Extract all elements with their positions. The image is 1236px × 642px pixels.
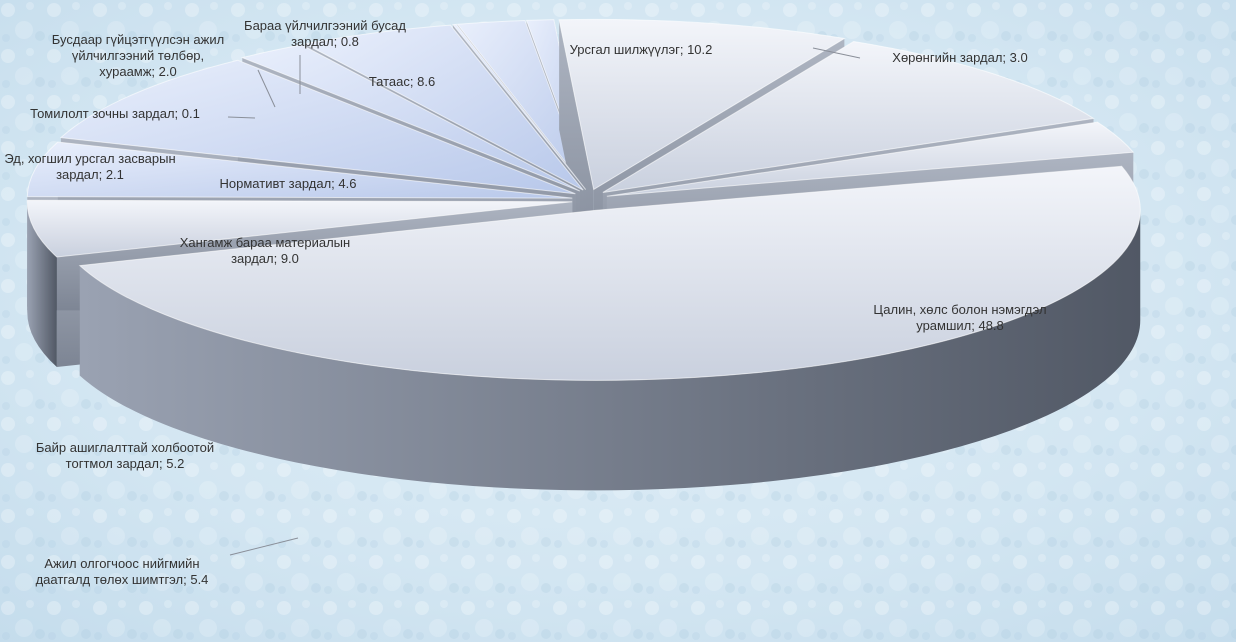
data-label-4-line-2: зардал; 9.0 (231, 251, 299, 266)
data-label-8-line-1: Бусдаар гүйцэтгүүлсэн ажил (52, 32, 224, 47)
data-label-10-line-1: Татаас; 8.6 (369, 74, 435, 89)
data-label-5-line-2: зардал; 2.1 (56, 167, 124, 182)
data-label-6-line-1: Нормативт зардал; 4.6 (220, 176, 357, 191)
data-label-12-line-1: Хөрөнгийн зардал; 3.0 (892, 50, 1027, 65)
data-label-11: Урсгал шилжүүлэг; 10.2 (570, 42, 713, 57)
data-label-2: Ажил олгогчоос нийгмийн даатгалд төлөх ши… (36, 556, 209, 587)
pie-slice-2-side-1 (27, 201, 57, 367)
data-label-11-line-1: Урсгал шилжүүлэг; 10.2 (570, 42, 713, 57)
leader-line-8 (257, 69, 276, 108)
pie-slice-3-top (26, 141, 573, 199)
data-label-8-line-3: хураамж; 2.0 (99, 64, 176, 79)
pie-slice-12-top (606, 121, 1135, 197)
pie-slice-2-top (26, 199, 573, 258)
pie-slice-6-top (303, 24, 584, 191)
data-labels: Цалин, хөлс болон нэмэгдэл урамшил; 48.8 А… (4, 18, 1046, 587)
slices-layer (26, 18, 1141, 491)
pie-slice-11-top (602, 40, 1095, 193)
data-label-1-line-2: урамшил; 48.8 (916, 318, 1004, 333)
data-label-1: Цалин, хөлс болон нэмэгдэл урамшил; 48.8 (873, 302, 1046, 333)
pie-slice-10-top (558, 18, 846, 191)
leader-line-12 (812, 47, 861, 59)
pie-slice-7-top (451, 23, 587, 190)
data-label-2-line-2: даатгалд төлөх шимтгэл; 5.4 (36, 572, 209, 587)
data-label-9: Бараа үйлчилгээний бусад зардал; 0.8 (244, 18, 406, 49)
data-label-8-line-2: үйлчилгээний төлбөр, (72, 48, 204, 63)
data-label-7-line-1: Томилолт зочны зардал; 0.1 (30, 106, 200, 121)
data-label-9-line-1: Бараа үйлчилгээний бусад (244, 18, 406, 33)
data-label-10: Татаас; 8.6 (369, 74, 435, 89)
pie-slice-4-top (59, 59, 576, 195)
data-label-8: Бусдаар гүйцэтгүүлсэн ажил үйлчилгээний т… (52, 32, 224, 79)
data-label-3-line-2: тогтмол зардал; 5.2 (66, 456, 185, 471)
leader-line-2 (229, 537, 299, 556)
leader-lines (227, 47, 861, 556)
pie-slice-8-top (456, 19, 588, 190)
data-label-7: Томилолт зочны зардал; 0.1 (30, 106, 200, 121)
data-label-4-line-1: Хангамж бараа материалын (180, 235, 350, 250)
data-label-3-line-1: Байр ашиглалттай холбоотой (36, 440, 214, 455)
data-label-5-line-1: Эд, хогшил урсгал засварын (4, 151, 175, 166)
pie-slice-1 (78, 165, 1141, 491)
data-label-3: Байр ашиглалттай холбоотой тогтмол зардал… (36, 440, 214, 471)
pie-slice-1-top (78, 165, 1141, 381)
pie-slice-1-side-1 (79, 210, 1141, 491)
pie-slice-5-top (240, 44, 581, 192)
data-label-9-line-2: зардал; 0.8 (291, 34, 359, 49)
data-label-6: Нормативт зардал; 4.6 (220, 176, 357, 191)
data-label-2-line-1: Ажил олгогчоос нийгмийн (44, 556, 199, 571)
data-label-1-line-1: Цалин, хөлс болон нэмэгдэл (873, 302, 1046, 317)
leader-line-7 (227, 116, 256, 119)
data-label-12: Хөрөнгийн зардал; 3.0 (892, 50, 1027, 65)
data-label-4: Хангамж бараа материалын зардал; 9.0 (180, 235, 350, 266)
data-label-5: Эд, хогшил урсгал засварын зардал; 2.1 (4, 151, 175, 182)
